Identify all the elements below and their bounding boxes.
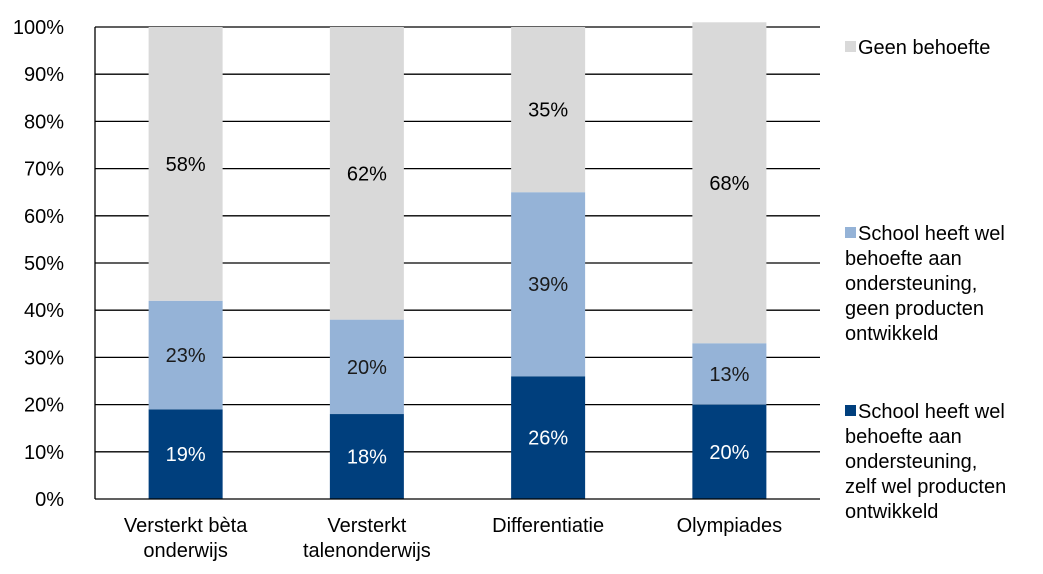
x-category-label: Versterkt — [327, 515, 406, 537]
bar-segment — [692, 343, 767, 405]
legend-label-line: ondersteuning, — [845, 451, 978, 473]
y-tick-label: 40% — [24, 300, 64, 322]
data-label: 13% — [709, 364, 749, 386]
legend-label-line: School heeft wel — [858, 223, 1005, 245]
data-label: 62% — [347, 163, 387, 185]
axes: 0% 10% 20% 30% 40% 50% 60% 70% 80% 90% 100% Verster… — [13, 17, 820, 562]
y-tick-label: 0% — [35, 489, 64, 511]
data-label: 39% — [528, 274, 568, 296]
data-label: 58% — [166, 154, 206, 176]
legend-swatch — [845, 227, 856, 238]
bar-segment — [329, 319, 404, 415]
legend-item: School heeft wel behoefte aan ondersteunin… — [845, 400, 1006, 525]
data-label: 68% — [709, 173, 749, 195]
legend-label-line: ontwikkeld — [845, 501, 939, 523]
data-label: 20% — [347, 357, 387, 379]
legend-item: Geen behoefte — [845, 36, 990, 61]
legend-swatch — [845, 41, 856, 52]
legend-label-line: ondersteuning, — [845, 273, 978, 295]
legend-label-line: behoefte aan — [845, 248, 962, 270]
bar-segment — [329, 27, 404, 320]
y-tick-label: 30% — [24, 347, 64, 369]
bar-segment — [692, 22, 767, 344]
bar-segment — [692, 404, 767, 499]
x-category-label: Differentiatie — [492, 515, 604, 537]
legend-label-line: zelf wel producten — [845, 476, 1007, 498]
x-category-label: onderwijs — [143, 540, 227, 562]
data-label: 35% — [528, 100, 568, 122]
data-label: 26% — [528, 428, 568, 450]
bar-segment — [511, 376, 586, 499]
legend-label-line: School heeft wel — [858, 401, 1005, 423]
bar-segment — [148, 27, 223, 301]
y-tick-label: 20% — [24, 395, 64, 417]
bar-segment — [329, 414, 404, 499]
y-tick-label: 80% — [24, 111, 64, 133]
y-tick-label: 90% — [24, 64, 64, 86]
legend-label-line: geen producten — [845, 298, 985, 320]
data-label: 23% — [166, 345, 206, 367]
legend-label-line: behoefte aan — [845, 426, 962, 448]
x-category-label: talenonderwijs — [303, 540, 431, 562]
y-tick-label: 70% — [24, 159, 64, 181]
legend-label-line: ontwikkeld — [845, 323, 939, 345]
legend-item: School heeft wel behoefte aan ondersteunin… — [845, 222, 1005, 347]
legend-label-line: Geen behoefte — [858, 37, 991, 59]
bar-segment — [511, 192, 586, 377]
legend-label: School heeft wel behoefte aan ondersteunin… — [845, 222, 1005, 347]
y-tick-label: 10% — [24, 442, 64, 464]
legend-swatch — [845, 405, 856, 416]
x-category-label: Versterkt bèta — [124, 515, 248, 537]
y-tick-label: 100% — [13, 17, 64, 39]
x-category-label: Olympiades — [677, 515, 783, 537]
bar-segment — [511, 27, 586, 193]
bars — [148, 22, 767, 499]
bar-segment — [148, 409, 223, 499]
data-label: 18% — [347, 447, 387, 469]
data-label: 20% — [709, 442, 749, 464]
legend-label: Geen behoefte — [858, 36, 990, 61]
data-label: 19% — [166, 444, 206, 466]
legend-label: School heeft wel behoefte aan ondersteunin… — [845, 400, 1006, 525]
bar-segment — [148, 300, 223, 410]
data-labels: 19% 23% 58% 18% 20% 62% 26% 39% 35% 20% 13% 68% — [166, 100, 750, 469]
y-tick-label: 50% — [24, 253, 64, 275]
y-tick-label: 60% — [24, 206, 64, 228]
